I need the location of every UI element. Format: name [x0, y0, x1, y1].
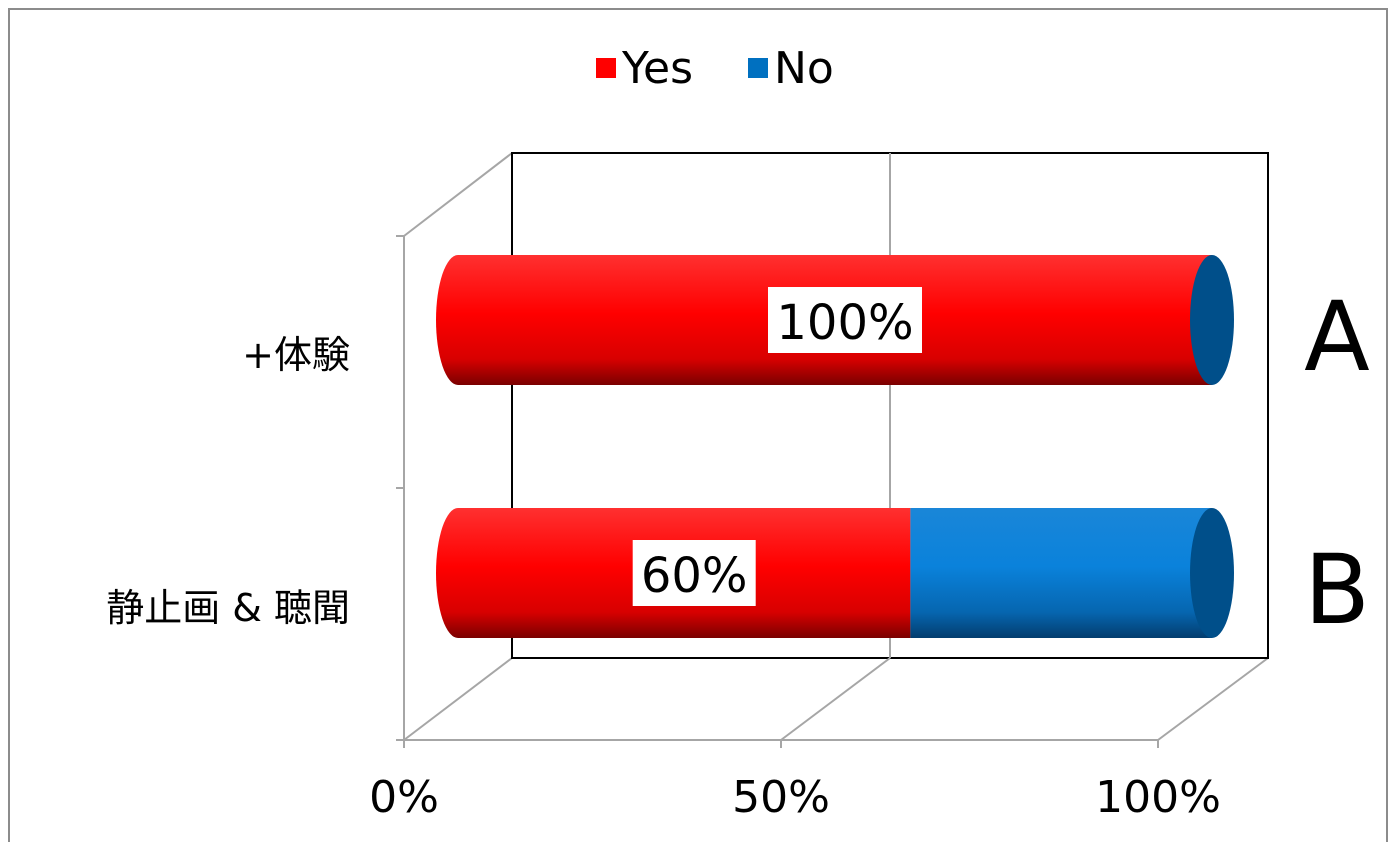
labels-layer: 0% 50% 100% 静止画 & 聴聞 B 60% +体験 A 100% [106, 281, 1370, 823]
x-tick-label: 50% [732, 772, 830, 823]
legend-label-no: No [774, 43, 834, 94]
bar-no-segment [910, 508, 1212, 638]
legend-label-yes: Yes [621, 43, 693, 94]
bars-layer [436, 255, 1234, 638]
side-label: B [1304, 534, 1370, 646]
chart-border [8, 8, 1388, 846]
legend: Yes No [596, 43, 834, 94]
legend-swatch-yes [596, 58, 616, 78]
data-label: 60% [641, 548, 748, 604]
x-tick-label: 100% [1095, 772, 1221, 823]
data-label: 100% [776, 295, 913, 351]
bar-end-cap-right [1190, 508, 1234, 638]
data-label-box [768, 287, 922, 353]
data-label-box [632, 540, 756, 606]
category-label: +体験 [242, 333, 350, 377]
category-label: 静止画 & 聴聞 [106, 586, 350, 630]
x-tick-label: 0% [369, 772, 439, 823]
legend-swatch-no [748, 58, 768, 78]
side-label: A [1304, 281, 1370, 393]
gridline-floor [780, 657, 891, 741]
bar-end-cap-right [1190, 255, 1234, 385]
plot-box [396, 152, 1269, 741]
